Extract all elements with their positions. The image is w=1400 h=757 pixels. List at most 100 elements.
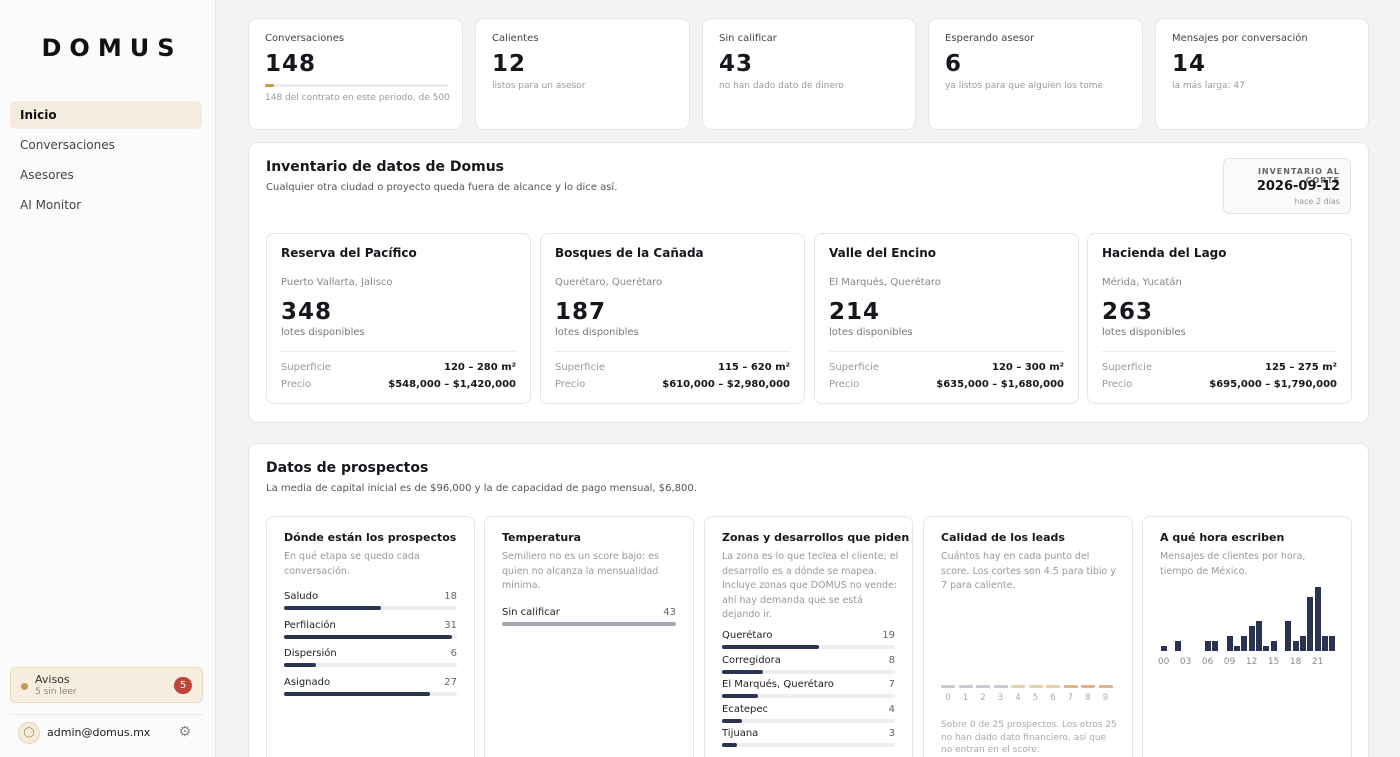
prospectos-title: Datos de prospectos xyxy=(266,460,429,476)
score-bar xyxy=(1063,685,1078,688)
score-label: 8 xyxy=(1085,693,1091,703)
temperatura-title: Temperatura xyxy=(502,531,582,544)
zona-label: Querétaro xyxy=(722,630,773,641)
donde-row: Perfilación 31 xyxy=(284,620,457,644)
project-lotes: 263 xyxy=(1102,299,1154,325)
donde-value: 31 xyxy=(444,619,457,631)
score-label: 2 xyxy=(980,693,986,703)
stat-value: 6 xyxy=(945,51,963,77)
hora-axis: 00 03 06 09 12 15 18 21 xyxy=(1158,517,1336,677)
superficie-label: Superficie xyxy=(829,362,880,373)
stat-subtitle: ya listos para que alguien los tome xyxy=(945,81,1104,91)
calidad-subtitle: Cuántos hay en cada punto del score. Los… xyxy=(941,551,1116,591)
inventario-title: Inventario de datos de Domus xyxy=(266,159,504,175)
project-precio: $548,000 – $1,420,000 xyxy=(388,379,516,390)
project-name: Hacienda del Lago xyxy=(1102,246,1227,260)
donde-row: Saludo 18 xyxy=(284,591,457,615)
donde-subtitle: En qué etapa se quedo cada conversación. xyxy=(284,551,420,577)
zona-value: 19 xyxy=(882,630,895,641)
donde-value: 6 xyxy=(450,648,457,659)
stat-label: Sin calificar xyxy=(719,33,777,44)
hour-bar xyxy=(1285,621,1292,651)
zona-value: 4 xyxy=(888,703,895,715)
hora-bar-chart xyxy=(1160,587,1336,651)
stat-progress-fill xyxy=(265,84,275,87)
zona-row: Corregidora 8 xyxy=(722,655,895,679)
zona-track xyxy=(722,669,895,674)
temperatura-fill xyxy=(502,622,676,626)
stat-subtitle: 148 del contrato en este periodo, de 500 xyxy=(265,93,450,103)
zona-fill xyxy=(722,645,819,649)
avisos-count-badge: 5 xyxy=(174,677,192,694)
project-superficie: 120 – 300 m² xyxy=(992,362,1064,373)
stat-subtitle: listos para un asesor xyxy=(492,81,586,91)
sidebar-item-conversaciones[interactable]: Conversaciones xyxy=(20,138,115,152)
donde-value: 18 xyxy=(444,591,457,602)
hour-bar xyxy=(1175,641,1182,651)
donde-track xyxy=(284,663,457,667)
project-superficie: 120 – 280 m² xyxy=(444,362,516,373)
user-email: admin@domus.mx xyxy=(47,726,151,739)
score-label: 7 xyxy=(1067,693,1074,703)
stat-card-mensajes: Mensajes por conversación 14 la más larg… xyxy=(1155,18,1369,130)
stat-label: Conversaciones xyxy=(265,33,345,44)
project-card-bosques-de-la-canada[interactable]: Bosques de la Cañada Querétaro, Querétar… xyxy=(540,233,805,404)
hora-card: A qué hora escriben Mensajes de clientes… xyxy=(1142,516,1352,757)
project-card-reserva-del-pacifico[interactable]: Reserva del Pacífico Puerto Vallarta, Ja… xyxy=(266,233,531,404)
hour-bar xyxy=(1307,596,1314,651)
zona-track xyxy=(722,694,895,698)
score-bar xyxy=(976,685,990,688)
precio-label: Precio xyxy=(829,379,860,390)
user-menu[interactable]: ◯ admin@domus.mx ⚙ xyxy=(18,722,203,746)
avisos-button[interactable]: Avisos 5 sin leer 5 xyxy=(10,667,203,703)
donde-value: 27 xyxy=(444,676,457,688)
score-bar xyxy=(1081,685,1095,688)
stat-subtitle: no han dado dato de dinero xyxy=(719,81,844,91)
hour-bar xyxy=(1212,641,1218,651)
stat-card-esperando-asesor: Esperando asesor 6 ya listos para que al… xyxy=(928,18,1143,130)
donde-row: Asignado 27 xyxy=(284,677,457,701)
stat-value: 12 xyxy=(492,51,527,77)
sidebar-item-inicio[interactable]: Inicio xyxy=(10,101,202,129)
project-location: Puerto Vallarta, Jalisco xyxy=(281,277,393,288)
stat-card-conversaciones: Conversaciones 148 148 del contrato en e… xyxy=(248,18,463,130)
zona-label: Ecatepec xyxy=(722,703,769,715)
score-bar xyxy=(1028,685,1043,688)
stat-value: 43 xyxy=(719,51,754,77)
stat-card-calientes: Calientes 12 listos para un asesor xyxy=(475,18,690,130)
zona-row: Querétaro 19 xyxy=(722,630,895,654)
donde-label: Dispersión xyxy=(284,648,337,659)
project-lotes: 348 xyxy=(281,299,333,325)
project-name: Reserva del Pacífico xyxy=(281,246,417,260)
temperatura-track xyxy=(502,622,676,626)
donde-card: Dónde están los prospectos En qué etapa … xyxy=(266,516,475,757)
hora-title: A qué hora escriben xyxy=(1160,531,1285,544)
score-bar xyxy=(1011,685,1025,688)
project-name: Valle del Encino xyxy=(829,246,937,260)
zonas-subtitle: La zona es lo que teclea el cliente; el … xyxy=(722,551,899,620)
stat-label: Mensajes por conversación xyxy=(1172,33,1308,44)
divider xyxy=(1102,351,1337,352)
temperatura-label: Sin calificar xyxy=(502,607,560,618)
prospectos-section: Datos de prospectos La media de capital … xyxy=(248,443,1369,757)
zona-fill xyxy=(722,694,758,698)
gear-icon[interactable]: ⚙ xyxy=(178,724,191,740)
sidebar-item-asesores[interactable]: Asesores xyxy=(20,168,74,182)
hour-bar xyxy=(1256,621,1262,651)
app-logo: DOMUS xyxy=(41,34,183,62)
zona-row: El Marqués, Querétaro 7 xyxy=(722,679,895,703)
zona-fill xyxy=(722,718,743,723)
calidad-note: Sobre 0 de 25 prospectos. Los otros 25 n… xyxy=(941,720,1117,755)
project-superficie: 125 – 275 m² xyxy=(1265,362,1337,373)
hour-bar xyxy=(1241,636,1248,651)
sidebar-item-ai-monitor[interactable]: AI Monitor xyxy=(20,198,82,212)
score-bar xyxy=(958,685,973,688)
score-label: 3 xyxy=(997,693,1004,703)
donde-label: Perfilación xyxy=(284,619,336,631)
project-card-hacienda-del-lago[interactable]: Hacienda del Lago Mérida, Yucatán 263 lo… xyxy=(1087,233,1352,404)
precio-label: Precio xyxy=(555,379,586,390)
project-card-valle-del-encino[interactable]: Valle del Encino El Marqués, Querétaro 2… xyxy=(814,233,1079,404)
temperatura-subtitle: Semiliero no es un score bajo: es quien … xyxy=(502,551,660,591)
calidad-score-strip: 0 1 2 3 4 5 6 7 8 9 xyxy=(941,685,1117,705)
calidad-title: Calidad de los leads xyxy=(941,531,1065,544)
